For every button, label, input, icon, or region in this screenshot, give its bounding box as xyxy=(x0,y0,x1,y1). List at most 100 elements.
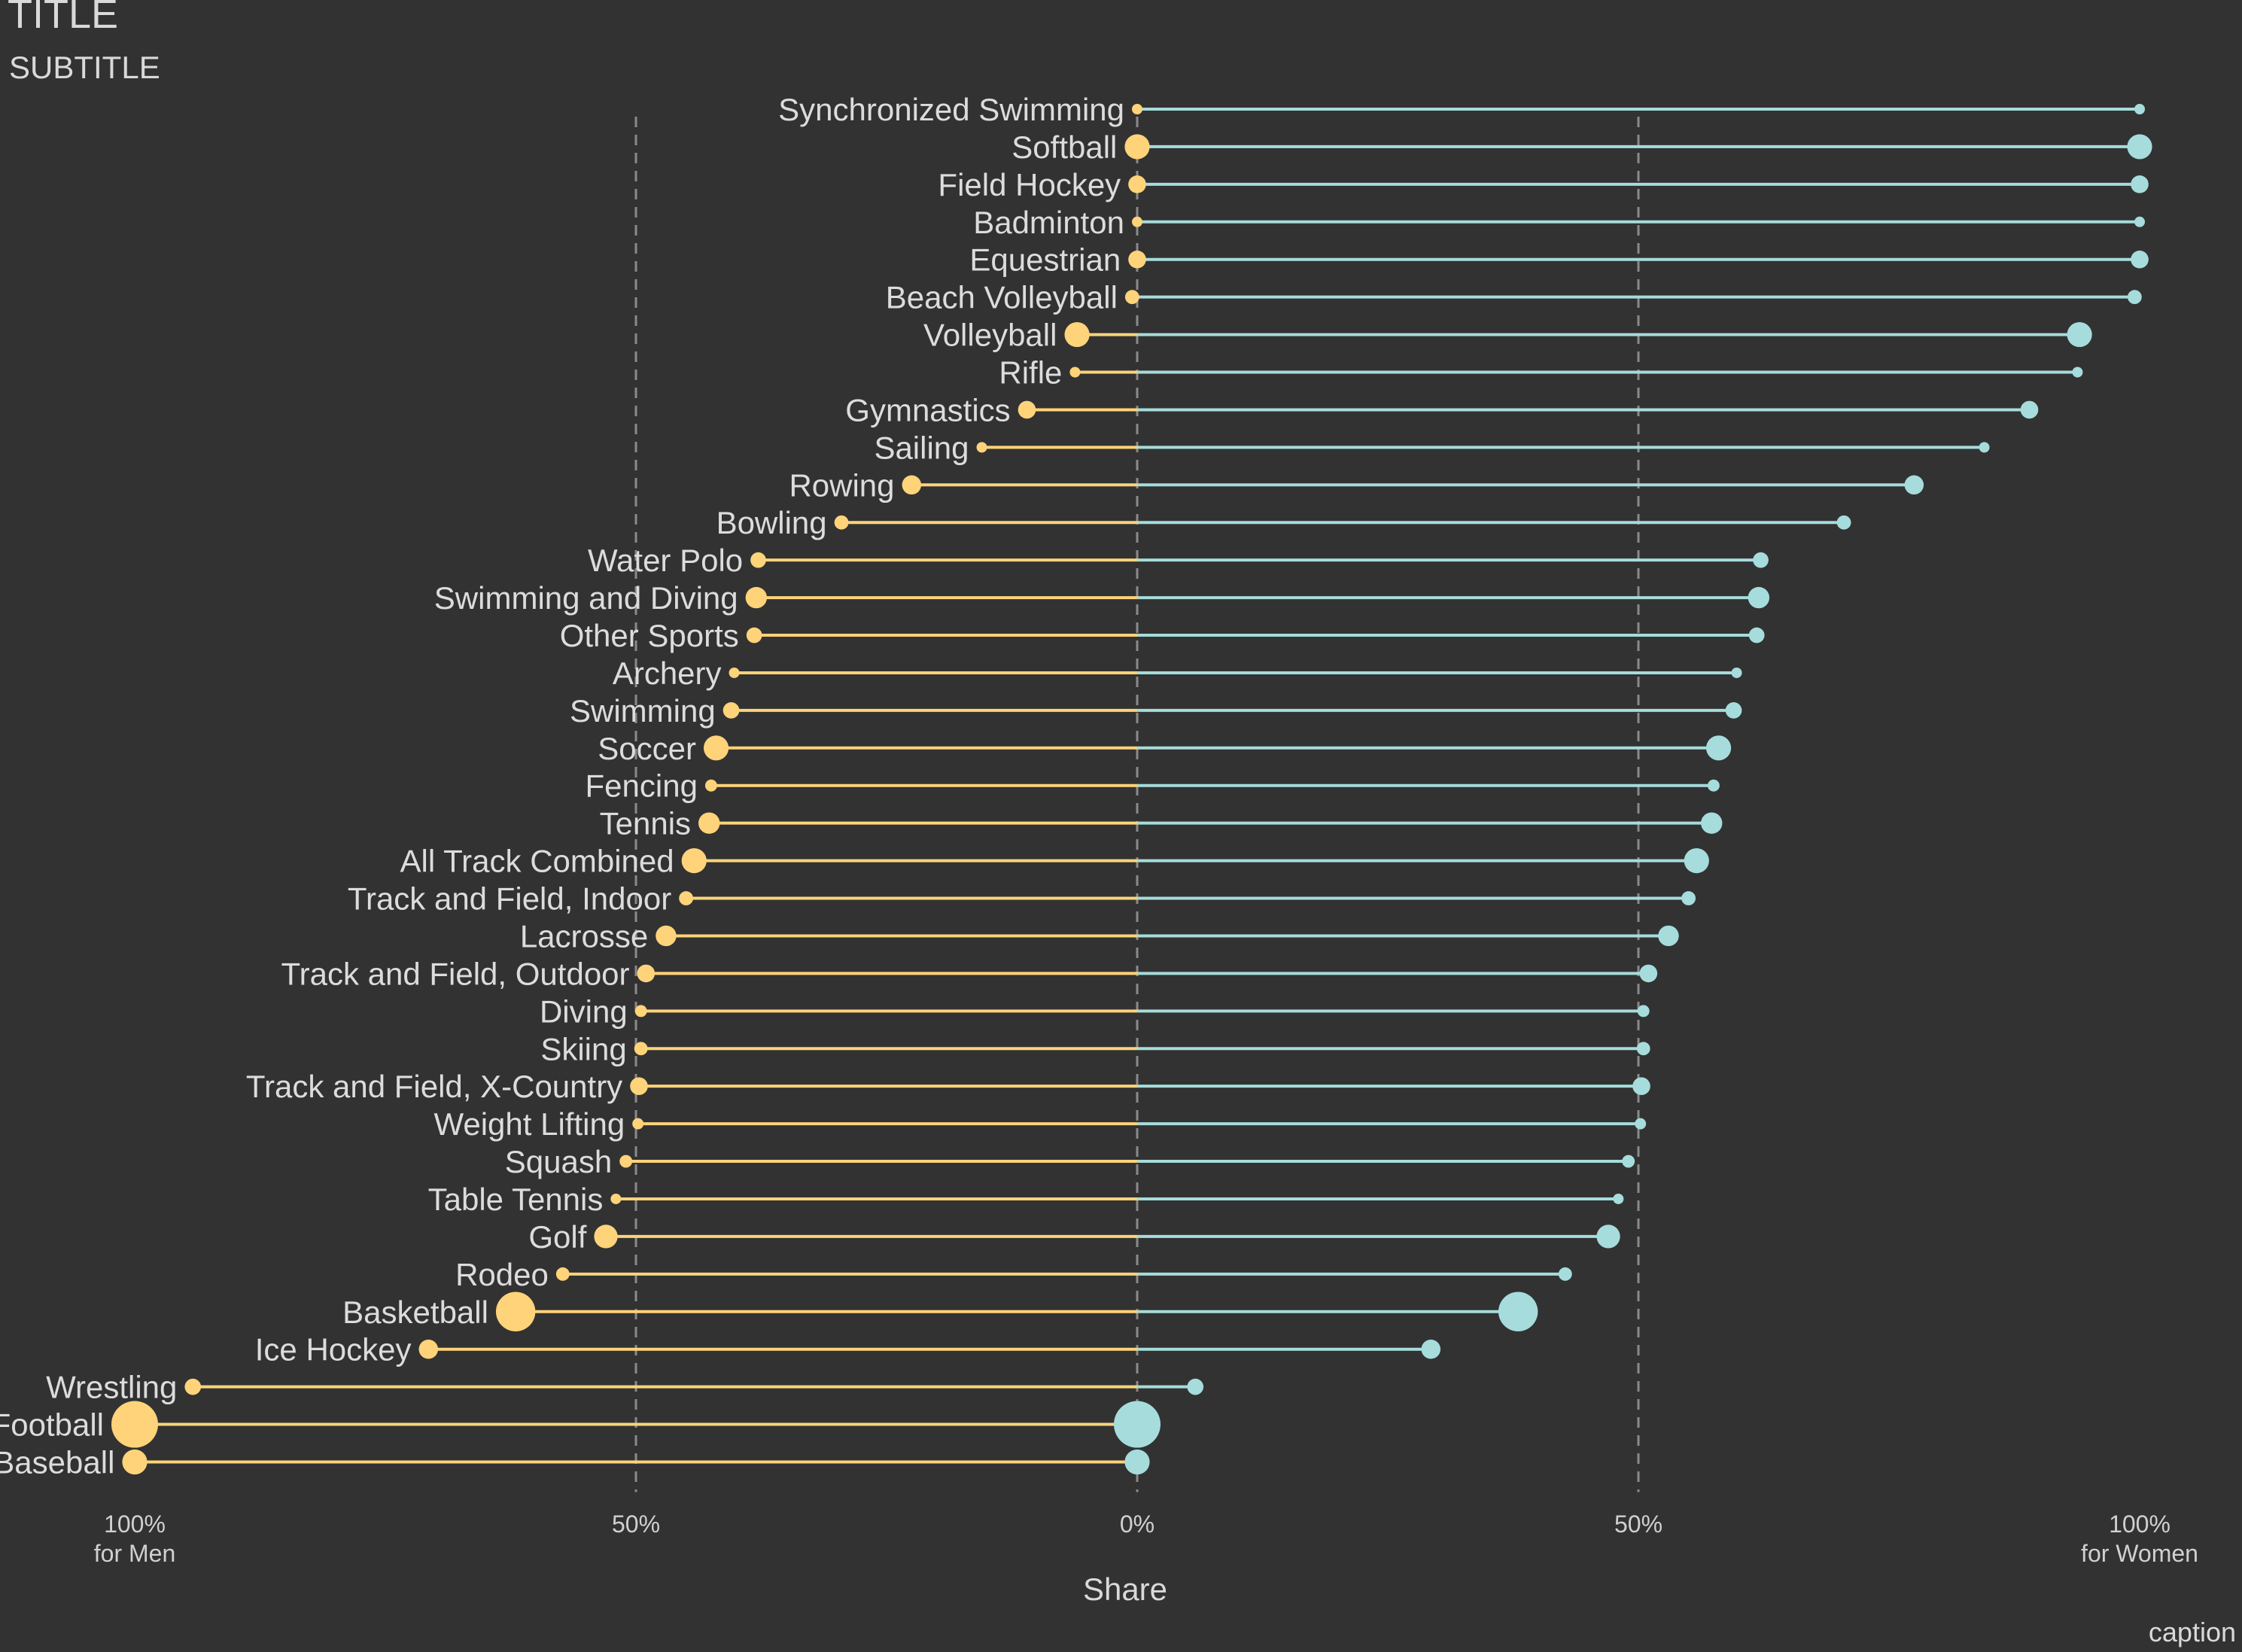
men-point xyxy=(1064,321,1090,348)
women-point xyxy=(1596,1225,1620,1249)
women-point xyxy=(1635,1118,1647,1130)
men-point xyxy=(976,442,987,453)
chart-caption: caption xyxy=(2148,1617,2236,1647)
women-point xyxy=(1684,848,1709,874)
men-point xyxy=(495,1291,536,1331)
x-tick-sublabel: for Women xyxy=(2081,1540,2198,1567)
category-label: Volleyball xyxy=(923,318,1057,353)
women-point xyxy=(1731,667,1742,678)
category-label: Field Hockey xyxy=(938,167,1121,202)
women-point xyxy=(2134,216,2145,227)
category-label: Golf xyxy=(528,1219,586,1255)
category-label: Gymnastics xyxy=(845,392,1010,427)
men-point xyxy=(745,586,768,609)
category-label: Table Tennis xyxy=(428,1182,604,1217)
women-point xyxy=(2067,321,2092,348)
men-point xyxy=(704,779,717,792)
women-point xyxy=(2127,290,2142,305)
category-label: Rowing xyxy=(789,467,894,503)
category-label: Bowling xyxy=(716,505,827,540)
men-point xyxy=(722,702,740,719)
men-point xyxy=(679,891,693,905)
men-point xyxy=(656,925,677,947)
men-point xyxy=(729,667,740,678)
category-label: Weight Lifting xyxy=(433,1106,625,1142)
men-point xyxy=(681,848,707,874)
category-label: Rifle xyxy=(999,355,1062,391)
x-tick-sublabel: for Men xyxy=(94,1540,175,1567)
x-tick-label: 0% xyxy=(1120,1511,1154,1538)
men-point xyxy=(1132,104,1142,114)
men-point xyxy=(1132,216,1142,227)
women-point xyxy=(1558,1267,1572,1281)
women-point xyxy=(1622,1155,1635,1168)
women-point xyxy=(1681,891,1696,905)
men-point xyxy=(834,515,849,530)
women-point xyxy=(1836,515,1851,530)
grid-lines xyxy=(634,117,1640,1492)
men-point xyxy=(555,1267,570,1281)
category-label: Equestrian xyxy=(969,242,1121,278)
women-point xyxy=(1707,779,1720,792)
women-point xyxy=(2131,250,2149,269)
men-point xyxy=(122,1449,148,1475)
category-label: Track and Field, X-Country xyxy=(246,1069,622,1104)
category-label: Track and Field, Indoor xyxy=(348,881,671,917)
women-point xyxy=(1639,964,1658,983)
category-label: Badminton xyxy=(973,205,1124,240)
men-point xyxy=(698,812,720,834)
category-label: Football xyxy=(0,1407,104,1443)
women-point xyxy=(1637,1005,1650,1018)
men-point xyxy=(637,964,656,983)
x-tick-label: 50% xyxy=(1614,1511,1662,1538)
women-point xyxy=(1748,586,1770,609)
men-point xyxy=(634,1005,647,1018)
men-point xyxy=(1124,134,1150,160)
women-point xyxy=(1124,1449,1150,1475)
women-point xyxy=(1613,1193,1624,1204)
category-label: Basketball xyxy=(342,1295,488,1330)
men-point xyxy=(1069,367,1081,378)
category-label: Sailing xyxy=(874,430,969,465)
category-label: Baseball xyxy=(0,1444,114,1480)
women-point xyxy=(1904,475,1924,495)
category-label: Beach Volleyball xyxy=(886,280,1118,315)
category-label: Wrestling xyxy=(46,1370,177,1405)
men-point xyxy=(703,735,729,761)
women-point xyxy=(1498,1291,1538,1331)
category-label: Swimming and Diving xyxy=(434,580,738,616)
men-point xyxy=(750,552,766,568)
women-point xyxy=(1187,1378,1204,1395)
men-point xyxy=(632,1118,644,1130)
women-point xyxy=(1636,1042,1650,1056)
category-label: Synchronized Swimming xyxy=(778,92,1124,127)
category-label: Other Sports xyxy=(560,618,739,653)
category-label: Lacrosse xyxy=(520,918,648,954)
x-axis-label: Share xyxy=(1083,1571,1167,1607)
men-point xyxy=(111,1401,158,1448)
category-label: Ice Hockey xyxy=(255,1332,412,1368)
category-label: Archery xyxy=(613,656,722,691)
category-label: Skiing xyxy=(540,1031,626,1066)
men-point xyxy=(610,1193,622,1204)
category-label: Rodeo xyxy=(455,1257,549,1292)
women-point xyxy=(2134,104,2145,114)
women-point xyxy=(1753,552,1769,568)
men-point xyxy=(1128,250,1146,269)
women-point xyxy=(2020,400,2039,419)
men-point xyxy=(1124,290,1139,305)
men-point xyxy=(1018,400,1036,419)
women-point xyxy=(1114,1401,1161,1448)
men-point xyxy=(634,1042,648,1056)
category-label: Softball xyxy=(1011,129,1117,165)
category-label: Track and Field, Outdoor xyxy=(281,956,630,991)
x-tick-label: 100% xyxy=(104,1511,166,1538)
chart-subtitle: SUBTITLE xyxy=(9,50,160,85)
men-point xyxy=(746,627,762,643)
women-point xyxy=(1725,702,1742,719)
category-label: Swimming xyxy=(570,693,716,729)
women-point xyxy=(1658,925,1679,947)
